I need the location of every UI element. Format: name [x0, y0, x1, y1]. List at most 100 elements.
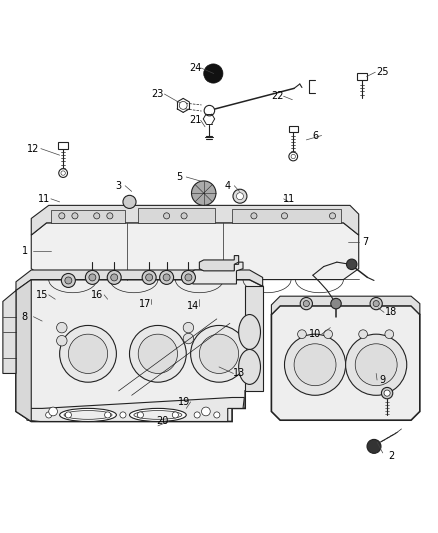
- Polygon shape: [16, 270, 263, 290]
- Text: 16: 16: [91, 290, 103, 300]
- Circle shape: [120, 412, 126, 418]
- Circle shape: [107, 270, 121, 285]
- Ellipse shape: [60, 408, 117, 422]
- Ellipse shape: [285, 334, 346, 395]
- Circle shape: [204, 64, 223, 83]
- Circle shape: [172, 412, 178, 418]
- Text: 5: 5: [177, 172, 183, 182]
- Circle shape: [183, 333, 194, 344]
- Circle shape: [233, 189, 247, 203]
- Circle shape: [282, 213, 288, 219]
- Polygon shape: [27, 398, 244, 422]
- Circle shape: [163, 274, 170, 281]
- Circle shape: [214, 412, 220, 418]
- Ellipse shape: [64, 410, 112, 419]
- Circle shape: [191, 181, 216, 205]
- Circle shape: [59, 213, 65, 219]
- Polygon shape: [16, 280, 263, 422]
- Polygon shape: [51, 210, 125, 223]
- Circle shape: [57, 335, 67, 346]
- Circle shape: [297, 330, 306, 338]
- Text: 13: 13: [233, 368, 245, 378]
- Circle shape: [57, 322, 67, 333]
- Text: 19: 19: [178, 397, 190, 407]
- Text: 3: 3: [116, 181, 122, 191]
- Circle shape: [289, 152, 297, 161]
- Circle shape: [370, 297, 382, 310]
- Ellipse shape: [134, 410, 182, 419]
- Text: 12: 12: [27, 143, 39, 154]
- Circle shape: [300, 297, 312, 310]
- Ellipse shape: [346, 334, 407, 395]
- Ellipse shape: [294, 344, 336, 386]
- Text: 18: 18: [385, 308, 398, 317]
- Circle shape: [146, 274, 152, 281]
- Polygon shape: [16, 280, 31, 422]
- Polygon shape: [138, 207, 215, 223]
- Circle shape: [194, 412, 200, 418]
- Text: 25: 25: [377, 67, 389, 77]
- Ellipse shape: [130, 408, 186, 422]
- Circle shape: [61, 273, 75, 287]
- Text: 20: 20: [156, 416, 169, 426]
- Ellipse shape: [239, 350, 261, 384]
- Text: 15: 15: [36, 290, 48, 300]
- Ellipse shape: [138, 334, 177, 374]
- Text: 1: 1: [21, 246, 28, 256]
- Circle shape: [359, 330, 367, 338]
- Polygon shape: [272, 306, 420, 420]
- Text: 4: 4: [225, 181, 231, 191]
- Circle shape: [111, 274, 118, 281]
- Circle shape: [179, 101, 187, 109]
- Circle shape: [142, 270, 156, 285]
- Circle shape: [204, 106, 215, 116]
- Text: 8: 8: [21, 312, 28, 322]
- Circle shape: [181, 213, 187, 219]
- Bar: [357, 72, 367, 79]
- Polygon shape: [232, 209, 341, 223]
- Circle shape: [324, 330, 332, 338]
- Text: 11: 11: [283, 194, 295, 204]
- Polygon shape: [272, 296, 420, 314]
- Text: 9: 9: [380, 375, 386, 385]
- Text: 6: 6: [312, 131, 318, 141]
- Circle shape: [163, 213, 170, 219]
- Circle shape: [303, 301, 309, 306]
- Circle shape: [251, 213, 257, 219]
- Circle shape: [65, 277, 72, 284]
- Text: 7: 7: [362, 238, 368, 247]
- Polygon shape: [31, 223, 359, 280]
- Circle shape: [183, 322, 194, 333]
- Text: 14: 14: [187, 301, 199, 311]
- Circle shape: [329, 213, 336, 219]
- Circle shape: [94, 213, 100, 219]
- Text: 21: 21: [189, 115, 201, 125]
- Circle shape: [105, 412, 111, 418]
- Circle shape: [291, 154, 295, 159]
- Bar: [58, 142, 68, 149]
- Circle shape: [346, 259, 357, 270]
- Text: 10: 10: [309, 329, 321, 339]
- Circle shape: [61, 171, 65, 175]
- Ellipse shape: [199, 334, 239, 374]
- Polygon shape: [193, 262, 243, 284]
- Circle shape: [65, 412, 71, 418]
- Circle shape: [107, 213, 113, 219]
- Polygon shape: [31, 205, 359, 235]
- Circle shape: [49, 407, 57, 416]
- Circle shape: [384, 390, 390, 396]
- Text: 2: 2: [389, 451, 395, 462]
- Ellipse shape: [239, 314, 261, 350]
- Circle shape: [185, 274, 192, 281]
- Circle shape: [85, 270, 99, 285]
- Polygon shape: [245, 286, 263, 391]
- Circle shape: [46, 412, 52, 418]
- Circle shape: [367, 439, 381, 454]
- Circle shape: [138, 412, 144, 418]
- Circle shape: [123, 195, 136, 208]
- Circle shape: [89, 274, 96, 281]
- Circle shape: [181, 270, 195, 285]
- Text: 11: 11: [38, 194, 50, 204]
- Ellipse shape: [130, 326, 186, 382]
- Ellipse shape: [191, 326, 247, 382]
